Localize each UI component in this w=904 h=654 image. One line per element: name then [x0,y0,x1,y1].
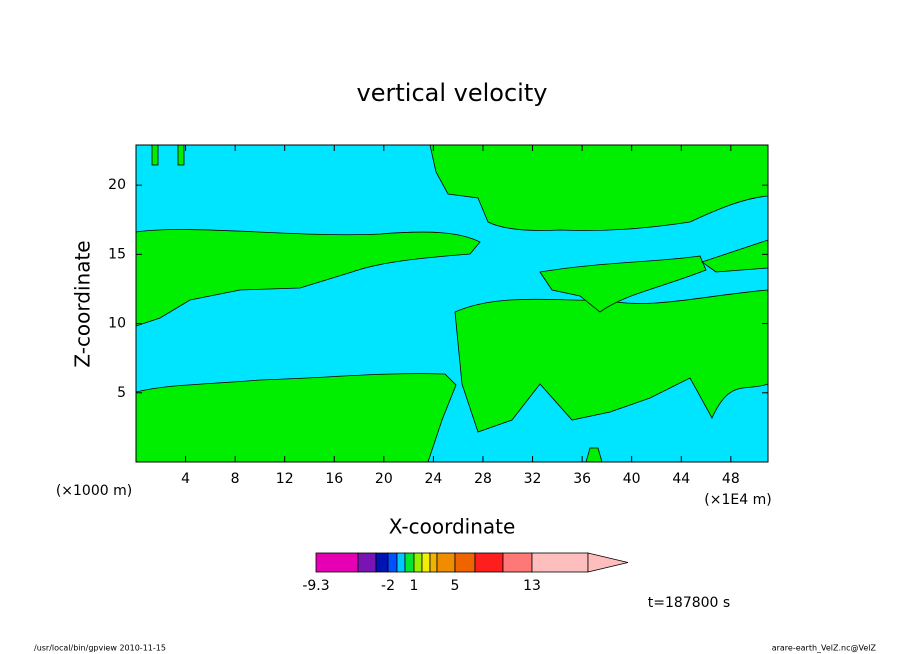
x-tick-label: 20 [375,471,393,487]
colorbar-box [436,552,456,573]
y-tick-label: 15 [108,246,126,262]
contour-region [135,373,457,463]
contour-region [429,144,769,231]
colorbar-extension [587,552,629,573]
colorbar-box [315,552,359,573]
colorbar-label: -2 [381,578,395,594]
y-tick-label: 10 [108,316,126,332]
y-axis-label: Z-coordinate [71,240,95,367]
x-unit-label: (×1000 m) [56,483,132,499]
x-axis-label: X-coordinate [389,515,516,539]
colorbar-box [502,552,533,573]
x-tick-label: 16 [325,471,343,487]
colorbar-box [429,552,438,573]
footer: arare-earth_VelZ.nc@VelZ [772,644,877,653]
x-tick-label: 4 [181,471,190,487]
colorbar-box [396,552,406,573]
y-tick-label: 20 [108,177,126,193]
contour-region [454,289,769,433]
footer: /usr/local/bin/gpview 2010-11-15 [34,644,166,653]
contour-field [135,144,769,463]
colorbar-label: -9.3 [302,578,329,594]
colorbar-label: 13 [523,578,541,594]
x-tick-label: 8 [231,471,240,487]
colorbar-box [357,552,377,573]
x-tick-label: 40 [623,471,641,487]
chart-title: vertical velocity [357,79,548,107]
x-tick-label: 28 [474,471,492,487]
x-tick-label: 36 [573,471,591,487]
contour-region [135,229,481,327]
x-tick-label: 48 [722,471,740,487]
x-unit-label: (×1E4 m) [704,492,771,508]
colorbar-box [387,552,398,573]
colorbar-label: 1 [410,578,419,594]
colorbar-box [404,552,415,573]
colorbar-box [375,552,389,573]
y-tick-label: 5 [117,385,126,401]
plot-frame [135,144,769,463]
colorbar-box [413,552,423,573]
contour-region [539,255,707,313]
colorbar-box [474,552,504,573]
colorbar-box [421,552,431,573]
colorbar-box [531,552,589,573]
colorbar-box [454,552,476,573]
x-tick-label: 44 [672,471,690,487]
x-tick-label: 12 [276,471,294,487]
x-tick-label: 32 [524,471,542,487]
colorbar-label: 5 [451,578,460,594]
x-tick-label: 24 [424,471,442,487]
time-label: t=187800 s [648,595,730,611]
